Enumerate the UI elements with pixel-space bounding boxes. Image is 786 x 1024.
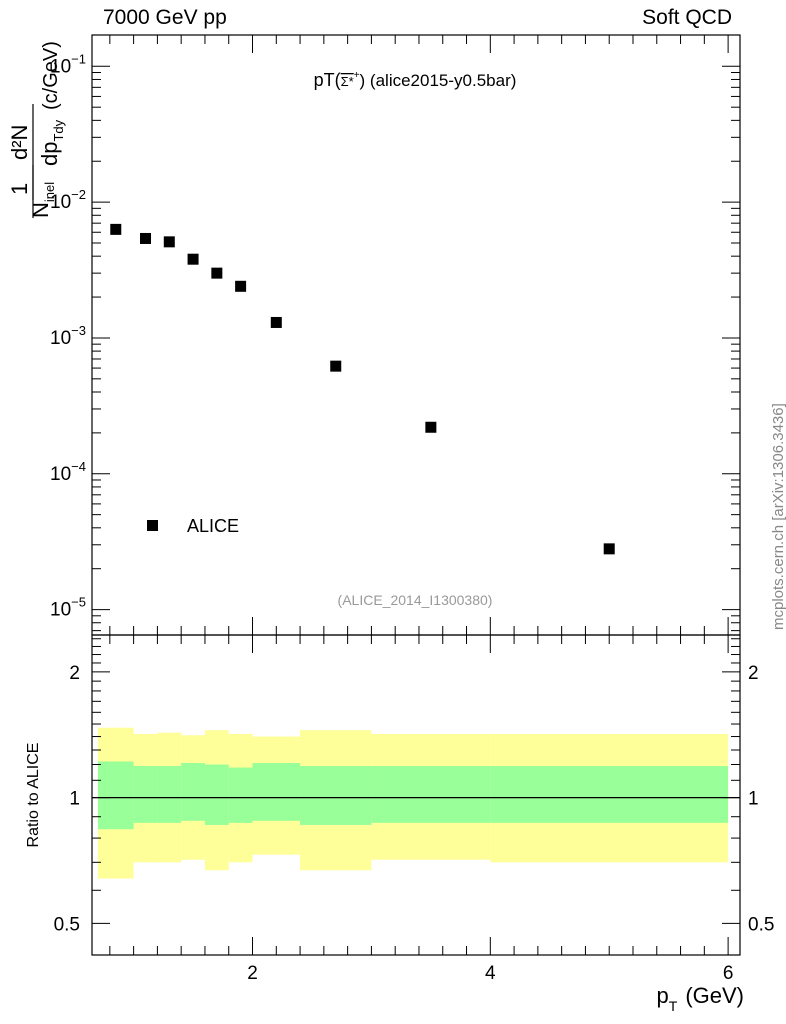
main-panel: 10−5 10−4 10−3 10−2 10−1 pT(Σ*+) (alice2015-… [7,34,741,636]
data-point [270,316,282,328]
process-label: Soft QCD [642,6,732,29]
y-tick-label: 10−1 [50,51,86,77]
ratio-y-label: Ratio to ALICE [25,743,42,848]
data-point [330,360,342,372]
ratio-y-tick-label-right: 1 [748,789,759,810]
y-tick-label: 10−5 [50,595,86,621]
x-tick-label: 4 [485,963,496,984]
inner-band-segment [157,766,182,823]
ratio-y-tick-label-right: 2 [748,663,759,684]
data-point [140,232,152,244]
ylabel-one: 1 [7,183,32,195]
x-axis: 2 4 6 [109,635,734,984]
data-point [603,543,615,555]
watermark-label: (ALICE_2014_I1300380) [338,592,493,608]
source-note: mcplots.cern.ch [arXiv:1306.3436] [770,403,786,630]
data-point [425,421,437,433]
ratio-y-axis: 0.5 0.5 1 1 2 2 [54,638,774,935]
legend: ALICE [147,516,239,536]
data-point [235,280,247,292]
ratio-y-tick-label: 1 [69,789,80,810]
ratio-y-tick-label: 2 [69,663,80,684]
ratio-y-tick-label-right: 0.5 [748,914,774,935]
inner-band-segment [371,766,491,823]
inner-band-segment [252,763,301,821]
x-tick-label: 6 [723,963,734,984]
inner-band-segment [300,766,372,825]
ylabel-dp: dpTdy [37,119,66,166]
ylabel-d2n: d²N [7,125,32,160]
x-axis-label: pT (GeV) [657,983,745,1014]
data-series-alice [110,223,615,555]
collision-label: 7000 GeV pp [103,6,227,29]
ylabel-unit: (c/GeV) [40,41,62,110]
y-axis-label: 1 Ninel d²N dpTdy (c/GeV) [7,41,66,218]
inner-band-segment [181,763,205,821]
legend-label: ALICE [187,516,239,536]
ratio-frame [91,634,741,956]
y-tick-label: 10−2 [50,187,86,213]
inner-band-segment [204,764,229,825]
inner-band-segment [228,767,253,823]
main-x-ticks [109,35,729,635]
data-point [163,236,175,248]
x-tick-label: 2 [247,963,258,984]
data-point [211,267,223,279]
data-point [110,223,122,235]
ratio-panel: 0.5 0.5 1 1 2 2 2 4 6 Ratio to ALICE pT (GeV) [25,634,774,1014]
ylabel-n: Ninel [28,182,57,218]
y-tick-label: 10−3 [50,323,86,349]
main-frame [91,34,741,636]
inner-band-segment [133,766,158,823]
main-y-axis: 10−5 10−4 10−3 10−2 10−1 [50,51,740,632]
legend-marker [147,520,158,531]
y-tick-label: 10−4 [50,459,86,485]
data-point [187,253,199,265]
inner-band-segment [490,766,729,823]
uncertainty-bands [97,727,729,879]
inner-band-segment [97,761,134,830]
plot-title: pT(Σ*+) (alice2015-y0.5bar) [314,70,517,90]
ratio-y-tick-label: 0.5 [54,914,80,935]
